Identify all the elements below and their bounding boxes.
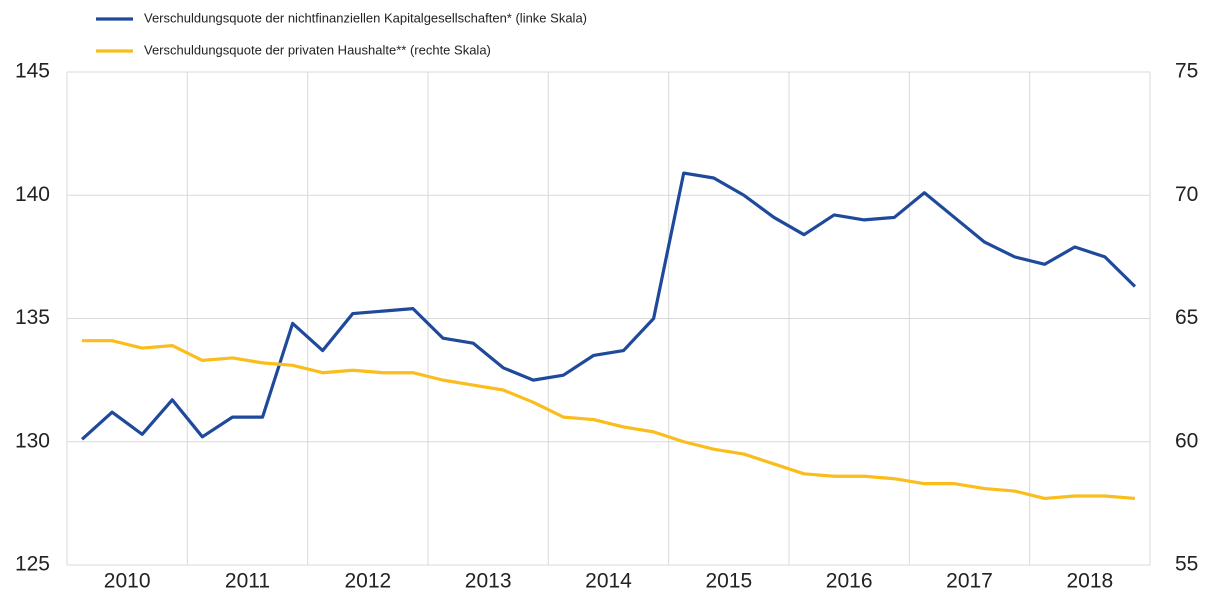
x-tick-label: 2017 — [946, 570, 993, 592]
y2-tick-label: 70 — [1175, 183, 1198, 206]
series-line — [82, 339, 1136, 501]
series-line — [80, 171, 1137, 441]
y2-tick-label: 65 — [1175, 306, 1198, 329]
y-tick-label: 135 — [15, 306, 50, 329]
x-tick-label: 2010 — [104, 570, 151, 592]
legend-label: Verschuldungsquote der nichtfinanziellen… — [144, 10, 587, 25]
x-tick-label: 2015 — [705, 570, 752, 592]
y-tick-label: 145 — [15, 60, 50, 83]
y-tick-label: 130 — [15, 429, 50, 452]
x-tick-label: 2016 — [826, 570, 873, 592]
y-tick-label: 125 — [15, 553, 50, 576]
x-tick-label: 2013 — [465, 570, 512, 592]
x-tick-label: 2012 — [344, 570, 391, 592]
y2-tick-label: 55 — [1175, 553, 1198, 576]
x-tick-label: 2014 — [585, 570, 632, 592]
y2-tick-label: 75 — [1175, 60, 1198, 83]
legend-label: Verschuldungsquote der privaten Haushalt… — [144, 42, 491, 57]
y2-tick-label: 60 — [1175, 429, 1198, 452]
x-tick-label: 2011 — [225, 570, 270, 592]
y-tick-label: 140 — [15, 183, 50, 206]
x-tick-label: 2018 — [1066, 570, 1113, 592]
